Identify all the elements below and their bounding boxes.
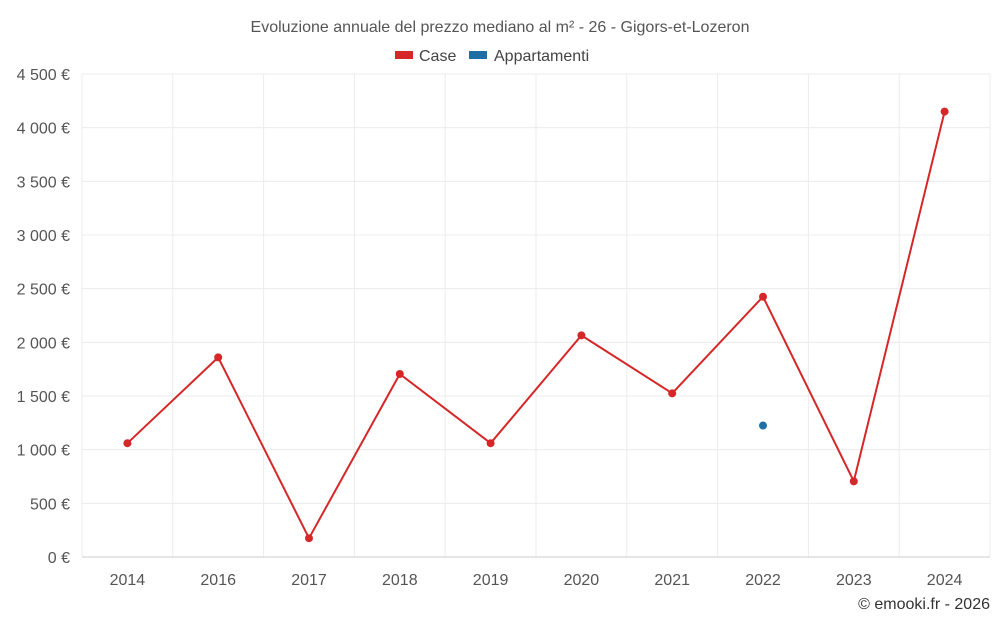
series — [123, 107, 949, 543]
data-point-case[interactable] — [668, 389, 677, 398]
y-tick-label: 500 € — [30, 496, 70, 513]
chart-title: Evoluzione annuale del prezzo mediano al… — [251, 19, 750, 36]
x-tick-label: 2019 — [473, 572, 509, 589]
legend-label-case: Case — [419, 48, 456, 65]
legend-label-appartamenti: Appartamenti — [494, 48, 589, 65]
x-tick-label: 2018 — [382, 572, 418, 589]
x-axis-ticks: 2014 2016 2017 2018 2019 2020 2021 2022 2023 2024 — [110, 572, 963, 589]
y-tick-label: 4 000 € — [17, 121, 70, 138]
y-tick-label: 4 500 € — [17, 67, 70, 84]
x-tick-label: 2024 — [927, 572, 963, 589]
x-tick-label: 2023 — [836, 572, 872, 589]
data-point-case[interactable] — [305, 534, 313, 543]
x-tick-label: 2017 — [291, 572, 327, 589]
data-point-case[interactable] — [759, 292, 767, 301]
legend-item-case[interactable]: Case — [395, 48, 456, 65]
y-axis-ticks: 0 € 500 € 1 000 € 1 500 € 2 000 € 2 500 € 3 00… — [17, 67, 70, 567]
y-tick-label: 1 000 € — [17, 443, 70, 460]
y-tick-label: 3 000 € — [17, 228, 70, 245]
x-tick-label: 2022 — [745, 572, 781, 589]
data-point-case[interactable] — [940, 107, 949, 116]
y-tick-label: 2 000 € — [17, 335, 70, 352]
y-tick-label: 2 500 € — [17, 282, 70, 299]
legend-item-appartamenti[interactable]: Appartamenti — [469, 48, 589, 65]
data-point-case[interactable] — [123, 439, 132, 448]
x-tick-label: 2020 — [564, 572, 600, 589]
x-tick-label: 2016 — [200, 572, 236, 589]
data-point-case[interactable] — [849, 477, 858, 486]
y-tick-label: 3 500 € — [17, 174, 70, 191]
grid — [81, 73, 991, 557]
data-point-case[interactable] — [577, 331, 586, 340]
legend-swatch-appartamenti — [469, 51, 487, 59]
legend: Case Appartamenti — [395, 48, 589, 65]
footer-credit: © emooki.fr - 2026 — [858, 596, 990, 613]
legend-swatch-case — [395, 51, 413, 59]
data-point-case[interactable] — [395, 369, 404, 378]
y-tick-label: 1 500 € — [17, 389, 70, 406]
y-tick-label: 0 € — [48, 550, 70, 567]
x-tick-label: 2014 — [110, 572, 146, 589]
data-point-appartamenti[interactable] — [759, 421, 767, 430]
series-line-case — [126, 111, 946, 540]
x-tick-label: 2021 — [654, 572, 690, 589]
data-point-case[interactable] — [214, 353, 223, 362]
data-point-case[interactable] — [486, 439, 495, 448]
